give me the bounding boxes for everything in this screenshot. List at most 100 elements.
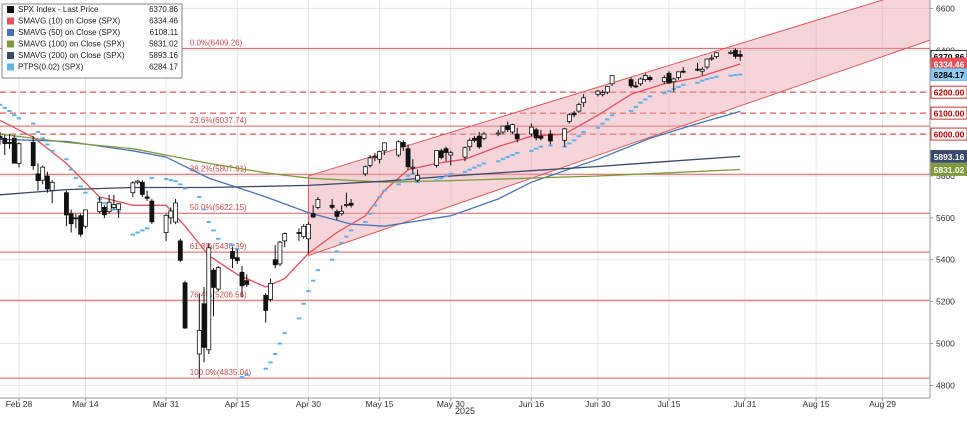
- candle-body: [728, 51, 734, 54]
- candle-body: [377, 151, 382, 160]
- candle-body: [400, 142, 406, 148]
- candle-body: [201, 303, 207, 348]
- candle-body: [533, 129, 539, 139]
- legend-swatch: [7, 6, 14, 13]
- candle-body: [628, 79, 634, 87]
- candle-body: [211, 269, 216, 288]
- candle-body: [215, 267, 221, 290]
- candle-body: [699, 68, 705, 72]
- x-tick-label: May 30: [437, 399, 465, 409]
- candle-body: [182, 282, 188, 329]
- x-tick-label: Jul 15: [658, 399, 681, 409]
- price-tag-box: [930, 85, 967, 99]
- candle-body: [83, 209, 88, 227]
- price-tag-label: 5893.16: [934, 152, 965, 162]
- candle-body: [234, 257, 240, 261]
- x-tick-label: Jun 30: [585, 399, 611, 409]
- candle-body: [495, 132, 501, 135]
- candle-body: [296, 232, 302, 234]
- legend-swatch: [7, 52, 14, 59]
- candle-body: [173, 202, 178, 223]
- y-tick-label: 5400: [936, 255, 955, 265]
- y-tick-label: 5800: [936, 171, 955, 181]
- candle-body: [78, 215, 84, 235]
- candle-body: [306, 223, 311, 240]
- price-tag-label: 5831.02: [934, 165, 965, 175]
- legend-value: 5831.02: [149, 40, 178, 49]
- fib-level-label: 50.0%(5622.15): [190, 203, 247, 212]
- candle-body: [348, 202, 354, 206]
- candle-body: [733, 49, 738, 57]
- candle-body: [367, 157, 373, 166]
- legend-value: 6370.86: [149, 5, 178, 14]
- candle-body: [581, 97, 587, 104]
- candle-body: [315, 199, 321, 208]
- x-tick-label: Apr 30: [296, 399, 321, 409]
- x-tick-label: Apr 15: [225, 399, 250, 409]
- price-tag-label: 6284.17: [934, 70, 965, 80]
- candle-body: [443, 148, 449, 153]
- legend-swatch: [7, 17, 14, 25]
- candle-body: [529, 126, 534, 135]
- candle-body: [666, 72, 672, 84]
- candle-body: [68, 213, 74, 225]
- candle-body: [239, 271, 245, 287]
- trend-channel: [307, 0, 931, 257]
- price-tag-label: 6334.46: [934, 60, 965, 70]
- price-tag-label: 6200.00: [934, 88, 965, 98]
- candle-body: [144, 196, 150, 199]
- fib-level-label: 100.0%(4835.04): [190, 368, 252, 377]
- candle-body: [576, 104, 582, 112]
- y-tick-label: 4800: [936, 380, 955, 390]
- candle-body: [396, 141, 401, 156]
- candle-body: [73, 217, 79, 220]
- candle-body: [638, 78, 643, 85]
- candle-body: [595, 90, 601, 95]
- candle-body: [467, 139, 473, 148]
- y-tick-label: 5600: [936, 213, 955, 223]
- legend-value: 5893.16: [149, 51, 178, 60]
- price-tag-box: [930, 127, 967, 141]
- legend-value: 6334.46: [149, 17, 178, 26]
- fib-level-label: 23.6%(6037.74): [190, 116, 247, 125]
- candle-body: [600, 92, 606, 95]
- candle-body: [642, 75, 648, 81]
- candle-body: [106, 201, 112, 212]
- candle-body: [206, 247, 212, 351]
- legend-label: SMAVG (100) on Close (SPX): [18, 40, 125, 49]
- x-tick-label: Jun 16: [519, 399, 545, 409]
- fib-level-label: 61.8%(5436.39): [190, 242, 247, 251]
- candle-body: [177, 240, 183, 261]
- candle-body: [40, 166, 46, 181]
- candle-body: [604, 86, 610, 93]
- price-tag-label: 6370.86: [934, 52, 965, 62]
- candle-body: [310, 213, 316, 218]
- candle-body: [500, 125, 506, 133]
- candle-body: [263, 294, 269, 311]
- candle-body: [548, 133, 553, 142]
- candle-body: [695, 68, 700, 71]
- price-tag-box: [930, 163, 967, 176]
- candle-body: [510, 124, 515, 133]
- candle-body: [135, 180, 141, 183]
- legend-swatch: [7, 40, 14, 48]
- candle-body: [149, 200, 155, 223]
- candle-body: [329, 204, 335, 208]
- candle-body: [709, 57, 715, 60]
- candle-body: [16, 143, 22, 164]
- candle-body: [362, 166, 368, 175]
- x-tick-label: Aug 29: [869, 399, 896, 409]
- fib-level-label: 38.2%(5807.91): [190, 164, 247, 173]
- candle-body: [163, 214, 169, 233]
- candle-body: [35, 173, 41, 181]
- candle-body: [571, 112, 577, 116]
- candle-body: [130, 182, 136, 194]
- candle-body: [415, 175, 420, 181]
- y-tick-label: 5200: [936, 297, 955, 307]
- legend-label: SMAVG (50) on Close (SPX): [18, 28, 120, 37]
- candle-body: [405, 148, 411, 168]
- price-tag-label: 6100.00: [934, 109, 965, 119]
- price-tag-box: [930, 68, 967, 81]
